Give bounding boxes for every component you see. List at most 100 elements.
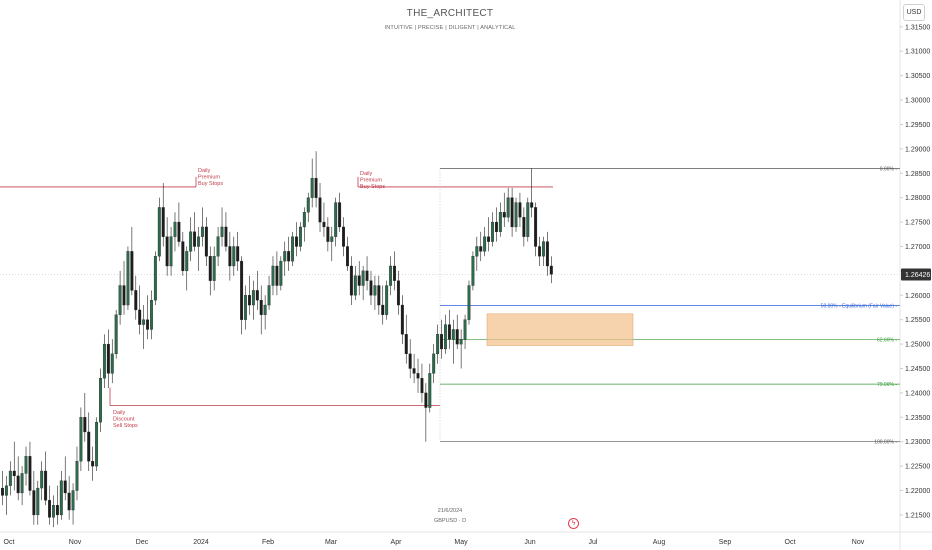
y-tick-label: 1.27000 [905,244,930,251]
candle-body [52,505,55,518]
candle-body [377,285,381,306]
y-tick-label: 1.31500 [905,24,930,31]
candle-body [404,334,408,355]
y-tick-label: 1.23000 [905,439,930,446]
candle-body [330,236,334,242]
candle-body [79,417,83,462]
candle-body [55,505,59,516]
candle-body [534,207,538,247]
candle-body [318,197,322,223]
candle-body [302,212,306,228]
fib-level-label: 62.00% - [877,338,897,344]
candle-body [173,221,177,237]
candle-body [193,231,197,247]
candle-body [263,304,267,315]
y-tick-label: 1.28500 [905,171,930,178]
candle-body [298,226,302,247]
candle-body [130,251,134,291]
candle-body [342,226,345,247]
y-tick-label: 1.30000 [905,98,930,105]
y-tick-label: 1.24500 [905,366,930,373]
candle-body [353,275,357,296]
candle-body [48,500,51,518]
candle-body [365,270,369,281]
candle-body [8,470,12,486]
candle-body [389,265,393,286]
y-tick-label: 1.21500 [905,512,930,519]
candle-body [240,260,244,320]
candle-body [1,487,4,496]
candle-body [494,221,498,232]
footer-symbol: GBPUSD · D [433,518,467,524]
buy-stops-label-left: Buy Stops [198,181,223,187]
candle-body [71,490,75,511]
candles-group [1,151,553,528]
candle-body [373,285,377,296]
candle-body [259,300,263,315]
fib-level-label: 79.00% - [877,382,897,388]
buy-stops-label-right: Buy Stops [360,184,385,190]
candle-body [4,485,8,496]
currency-button[interactable]: USD [903,4,925,21]
candle-body [91,461,95,467]
candle-body [24,456,28,474]
candle-body [455,329,459,345]
lightning-icon[interactable]: ϟ [568,518,579,529]
x-tick-label: Jun [524,539,535,546]
candle-body [287,251,291,262]
candle-body [255,290,259,301]
candle-body [447,324,451,340]
candle-body [251,290,255,306]
candle-body [420,378,424,394]
candle-body [295,236,298,247]
candle-body [122,285,126,306]
y-tick-label: 1.29500 [905,122,930,129]
candle-body [36,487,40,516]
candle-body [16,475,20,494]
candle-body [361,270,365,286]
chart-subtitle: INTUITIVE | PRECISE | DILIGENT | ANALYTI… [384,25,516,31]
buy-stops-label-right: Premium [360,178,382,184]
candle-body [326,226,330,242]
buy-stops-label-right: Daily [360,171,372,177]
candle-body [510,197,514,228]
candle-body [110,353,114,374]
candle-body [381,304,385,315]
candle-body [451,329,455,340]
candle-body [150,300,153,330]
candle-body [432,353,436,374]
candle-body [483,236,487,252]
y-tick-label: 1.29000 [905,146,930,153]
candle-body [530,202,534,208]
candle-body [385,285,389,315]
candle-body [471,256,475,286]
candle-body [220,226,224,237]
x-tick-label: Apr [391,539,403,546]
candle-body [32,490,36,516]
candle-body [479,246,483,252]
candle-body [87,431,91,462]
candle-body [114,314,118,355]
x-tick-label: Aug [653,539,666,546]
x-tick-label: Nov [852,539,865,546]
y-tick-label: 1.22500 [905,464,930,471]
candle-body [275,265,279,286]
candle-body [400,304,404,335]
candle-body [197,236,200,247]
candle-body [518,202,522,218]
candle-body [185,251,189,272]
candle-body [181,241,185,272]
candle-body [204,226,208,257]
candle-body [491,221,494,242]
candle-body [12,470,16,477]
y-tick-label: 1.26000 [905,293,930,300]
x-tick-label: Oct [4,539,15,546]
candle-body [200,226,204,237]
candle-body [424,392,428,408]
candle-body [67,492,71,511]
candle-body [549,265,553,275]
candle-body [428,373,432,408]
candle-body [232,246,236,267]
candle-body [236,246,240,262]
